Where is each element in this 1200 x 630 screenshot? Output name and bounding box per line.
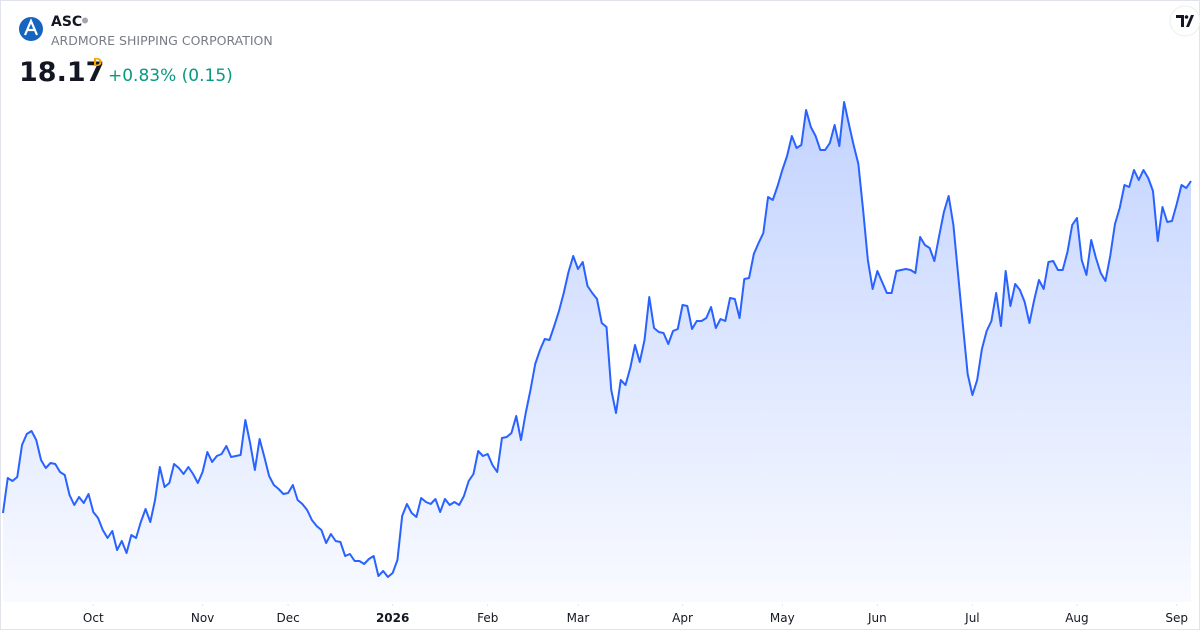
x-tick-label: Aug bbox=[1065, 611, 1088, 625]
x-tick-label: Dec bbox=[277, 611, 300, 625]
brand-badge[interactable] bbox=[1169, 5, 1200, 37]
x-tick-label: Feb bbox=[477, 611, 498, 625]
x-tick-label: Apr bbox=[672, 611, 693, 625]
interval: D bbox=[93, 56, 102, 69]
x-tick-label: Nov bbox=[191, 611, 214, 625]
price-line bbox=[2, 101, 1192, 578]
brand-logo bbox=[1176, 15, 1194, 27]
price-change: +0.83% (0.15) bbox=[108, 66, 233, 86]
x-tick-label: Jul bbox=[964, 611, 979, 625]
logo-glyph bbox=[23, 18, 39, 36]
x-tick-label: Mar bbox=[567, 611, 590, 625]
price: 18.17 bbox=[19, 57, 104, 88]
x-tick-label: Sep bbox=[1165, 611, 1188, 625]
status-dot bbox=[82, 17, 88, 24]
company-name: ARDMORE SHIPPING CORPORATION bbox=[51, 33, 273, 48]
x-tick-label: Jun bbox=[867, 611, 887, 625]
x-tick-label: May bbox=[770, 611, 795, 625]
x-tick-label: 2026 bbox=[376, 611, 409, 625]
x-tick-label: Oct bbox=[83, 611, 104, 625]
brand-logo-dot bbox=[1184, 15, 1189, 19]
plot-area: Oct Nov Dec 2026 Feb Mar Apr May Jun Jul Aug Sep bbox=[2, 101, 1192, 625]
price-area bbox=[3, 102, 1191, 602]
symbol: ASC bbox=[51, 14, 82, 30]
